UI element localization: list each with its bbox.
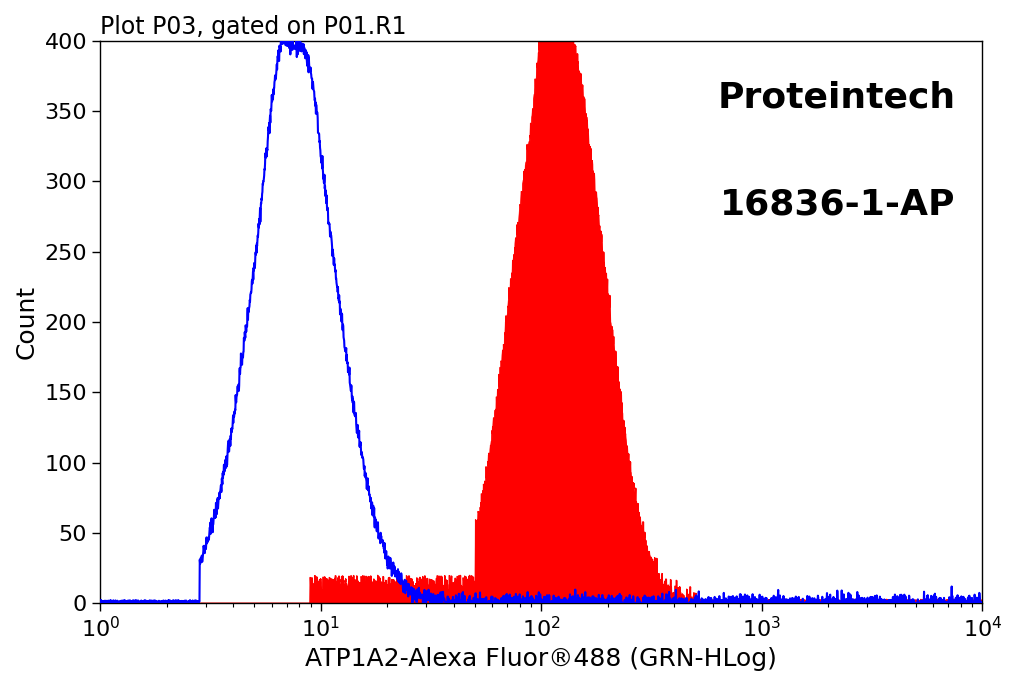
X-axis label: ATP1A2-Alexa Fluor®488 (GRN-HLog): ATP1A2-Alexa Fluor®488 (GRN-HLog) xyxy=(305,647,777,671)
Text: 16836-1-AP: 16836-1-AP xyxy=(720,187,956,221)
Text: Proteintech: Proteintech xyxy=(718,80,956,115)
Y-axis label: Count: Count xyxy=(15,285,39,359)
Text: Plot P03, gated on P01.R1: Plot P03, gated on P01.R1 xyxy=(101,15,407,39)
